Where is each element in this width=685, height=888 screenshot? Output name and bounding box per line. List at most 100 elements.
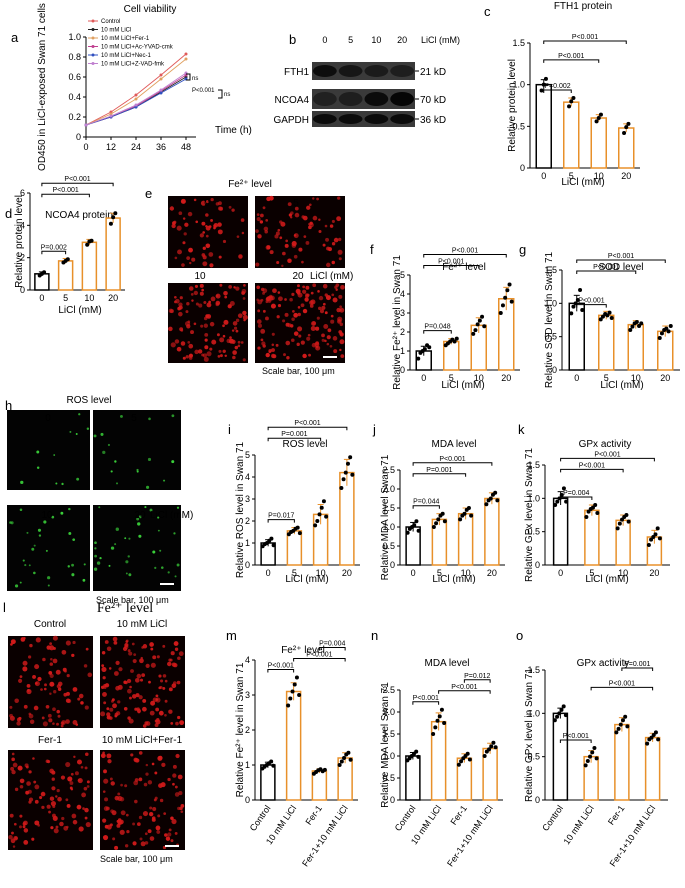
data-point: [592, 746, 597, 750]
cell-dot: [265, 316, 269, 321]
cell-dot: [291, 243, 297, 248]
p-value-label: P<0.001: [558, 53, 584, 60]
cell-dot: [129, 685, 132, 689]
p-value-label: P<0.001: [578, 298, 604, 305]
blot-band: [338, 114, 363, 124]
cell-dot: [170, 839, 174, 843]
cell-dot: [128, 573, 132, 577]
y-tick-label: 6: [20, 188, 25, 198]
cell-dot: [213, 223, 219, 228]
cell-dot: [26, 683, 31, 688]
cell-dot: [34, 664, 40, 670]
cell-dot: [67, 776, 73, 782]
cell-dot: [162, 674, 167, 678]
cell-dot: [326, 342, 330, 346]
bar: [57, 260, 74, 291]
panel-h-label-5: 5: [131, 413, 137, 424]
cell-dot: [193, 198, 197, 202]
cell-dot: [17, 765, 23, 771]
cell-dot: [71, 563, 75, 567]
data-point: [569, 311, 574, 316]
cell-dot: [184, 321, 191, 327]
cell-dot: [210, 197, 214, 202]
cell-dot: [201, 288, 205, 292]
x-tick-label: 5: [449, 373, 454, 383]
cell-dots: [8, 752, 91, 848]
cell-dot: [174, 785, 178, 789]
y-tick-label: 0: [400, 365, 405, 375]
cell-dot: [235, 329, 239, 333]
cell-dot: [293, 254, 298, 259]
cell-dot: [268, 350, 272, 354]
data-point: [271, 543, 276, 548]
cell-dot: [325, 237, 330, 242]
blot-strip: [312, 62, 415, 80]
y-tick-label: 1.0: [527, 493, 540, 503]
cell-dot: [68, 507, 71, 511]
data-point: [317, 512, 322, 517]
cell-dot: [142, 706, 147, 712]
y-tick-label: 5: [245, 450, 250, 460]
cell-dot: [197, 349, 203, 354]
cell-dot: [335, 288, 338, 292]
y-tick-label: 2.0: [382, 484, 395, 494]
data-point: [539, 88, 544, 93]
comparison-bracket: [590, 686, 654, 691]
cell-dot: [71, 813, 77, 819]
cell-dot: [84, 705, 89, 710]
comparison-bracket: [543, 89, 572, 93]
comparison-bracket: [560, 496, 593, 500]
x-tick-label: 10: [631, 373, 641, 383]
cell-dot: [118, 667, 123, 672]
cell-dot: [340, 284, 345, 290]
x-tick-label: Control: [248, 803, 273, 833]
data-point: [505, 288, 510, 293]
cell-dot: [130, 753, 134, 757]
cell-dot: [265, 218, 269, 222]
cell-dot: [339, 348, 342, 352]
cell-dot: [219, 354, 223, 358]
cell-dot: [9, 813, 14, 818]
cell-dot: [257, 299, 263, 305]
cell-dot: [83, 664, 88, 668]
cell-dot: [318, 295, 324, 301]
cell-dot: [327, 247, 332, 252]
y-tick-label: 2.5: [382, 685, 395, 695]
data-point: [584, 515, 589, 519]
data-point: [626, 519, 631, 524]
chart-f: 0 1 2 3 4 5 Fe²⁺ level Relative Fe²⁺ level in S…: [392, 248, 520, 391]
y-tick-label: 2: [400, 327, 405, 337]
cell-dot: [292, 310, 295, 313]
cell-dot: [272, 288, 277, 294]
cell-dot: [93, 434, 97, 438]
y-tick-label: 0.5: [527, 527, 540, 537]
cell-dot: [109, 707, 114, 712]
x-tick-label: 20: [487, 568, 497, 578]
data-point: [493, 745, 498, 750]
cell-dot: [324, 339, 327, 343]
cell-dot: [224, 295, 228, 299]
legend-marker: [91, 36, 95, 40]
chart-i: 0 1 2 3 4 5 ROS level Relative ROS level in Swa…: [235, 420, 360, 585]
cell-dot: [65, 761, 71, 768]
cell-dot: [238, 254, 243, 259]
cell-dot: [47, 713, 52, 718]
cell-dot: [158, 783, 163, 788]
data-point: [297, 531, 302, 536]
y-tick-label: 1.5: [544, 265, 557, 275]
cell-dot: [325, 295, 331, 301]
data-point: [350, 472, 355, 477]
data-point: [657, 336, 662, 340]
cell-dot: [148, 680, 151, 684]
cell-dot: [34, 784, 40, 790]
cell-dot: [138, 815, 143, 820]
cell-dot: [123, 644, 129, 650]
cell-dot: [172, 681, 177, 685]
data-point: [622, 131, 627, 135]
panel-letter-g: g: [519, 242, 526, 257]
x-tick-label: 24: [131, 142, 141, 152]
y-tick-label: 3: [400, 308, 405, 318]
cell-dot: [94, 547, 97, 550]
data-point: [442, 519, 447, 524]
cell-dot: [57, 714, 61, 718]
